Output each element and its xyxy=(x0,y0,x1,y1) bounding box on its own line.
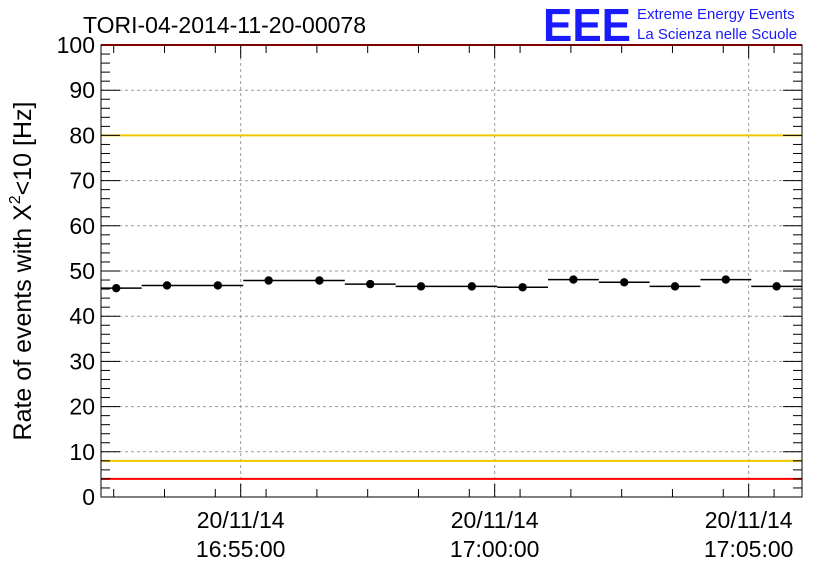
y-tick-label: 40 xyxy=(69,303,95,329)
x-tick-date: 20/11/14 xyxy=(451,507,539,533)
data-point xyxy=(416,282,426,291)
data-points xyxy=(101,275,802,293)
eee-logo: EEE Extreme Energy Events La Scienza nel… xyxy=(543,0,797,51)
x-tick-time: 17:05:00 xyxy=(704,536,794,562)
data-point xyxy=(518,283,527,292)
y-tick-label: 30 xyxy=(69,348,95,374)
data-point xyxy=(264,276,273,285)
data-point xyxy=(315,276,324,285)
y-tick-label: 80 xyxy=(69,122,95,148)
y-tick-label: 10 xyxy=(69,439,95,465)
x-tick-date: 20/11/14 xyxy=(197,507,285,533)
y-tick-label: 70 xyxy=(69,168,95,194)
grid xyxy=(101,45,802,497)
eee-logo-mark: EEE xyxy=(543,0,631,51)
y-tick-label: 50 xyxy=(69,258,95,284)
data-point xyxy=(721,275,731,284)
y-tick-label: 90 xyxy=(69,77,95,103)
x-tick-labels: 20/11/14 16:55:00 20/11/14 17:00:00 20/11/14… xyxy=(196,507,794,562)
x-tick-date: 20/11/14 xyxy=(705,507,793,533)
y-tick-label: 60 xyxy=(69,213,95,239)
y-tick-labels: 0 10 20 30 40 50 60 70 80 90 100 xyxy=(57,32,95,510)
data-point xyxy=(112,283,121,293)
y-tick-label: 0 xyxy=(82,484,95,510)
y-axis-label-prefix: Rate of events with X xyxy=(9,204,37,441)
y-tick-label: 100 xyxy=(57,32,95,58)
data-point xyxy=(670,282,680,291)
data-point xyxy=(772,282,781,291)
x-tick-time: 16:55:00 xyxy=(196,536,286,562)
data-point xyxy=(569,275,578,284)
eee-logo-line1: Extreme Energy Events xyxy=(637,6,795,23)
y-tick-label: 20 xyxy=(69,394,95,420)
axis-ticks xyxy=(101,44,802,498)
reference-lines xyxy=(101,44,802,480)
data-point xyxy=(213,281,223,290)
data-point xyxy=(620,278,629,287)
y-axis-label-suffix: <10 [Hz] xyxy=(9,102,37,196)
chart-title: TORI-04-2014-11-20-00078 xyxy=(83,12,366,38)
data-point xyxy=(366,279,375,289)
y-axis-label-sup: 2 xyxy=(7,195,24,204)
data-point xyxy=(467,282,477,291)
y-axis-label: Rate of events with X2<10 [Hz] xyxy=(7,102,37,441)
x-tick-time: 17:00:00 xyxy=(450,536,540,562)
eee-logo-line2: La Scienza nelle Scuole xyxy=(637,26,797,43)
data-point xyxy=(162,281,172,290)
